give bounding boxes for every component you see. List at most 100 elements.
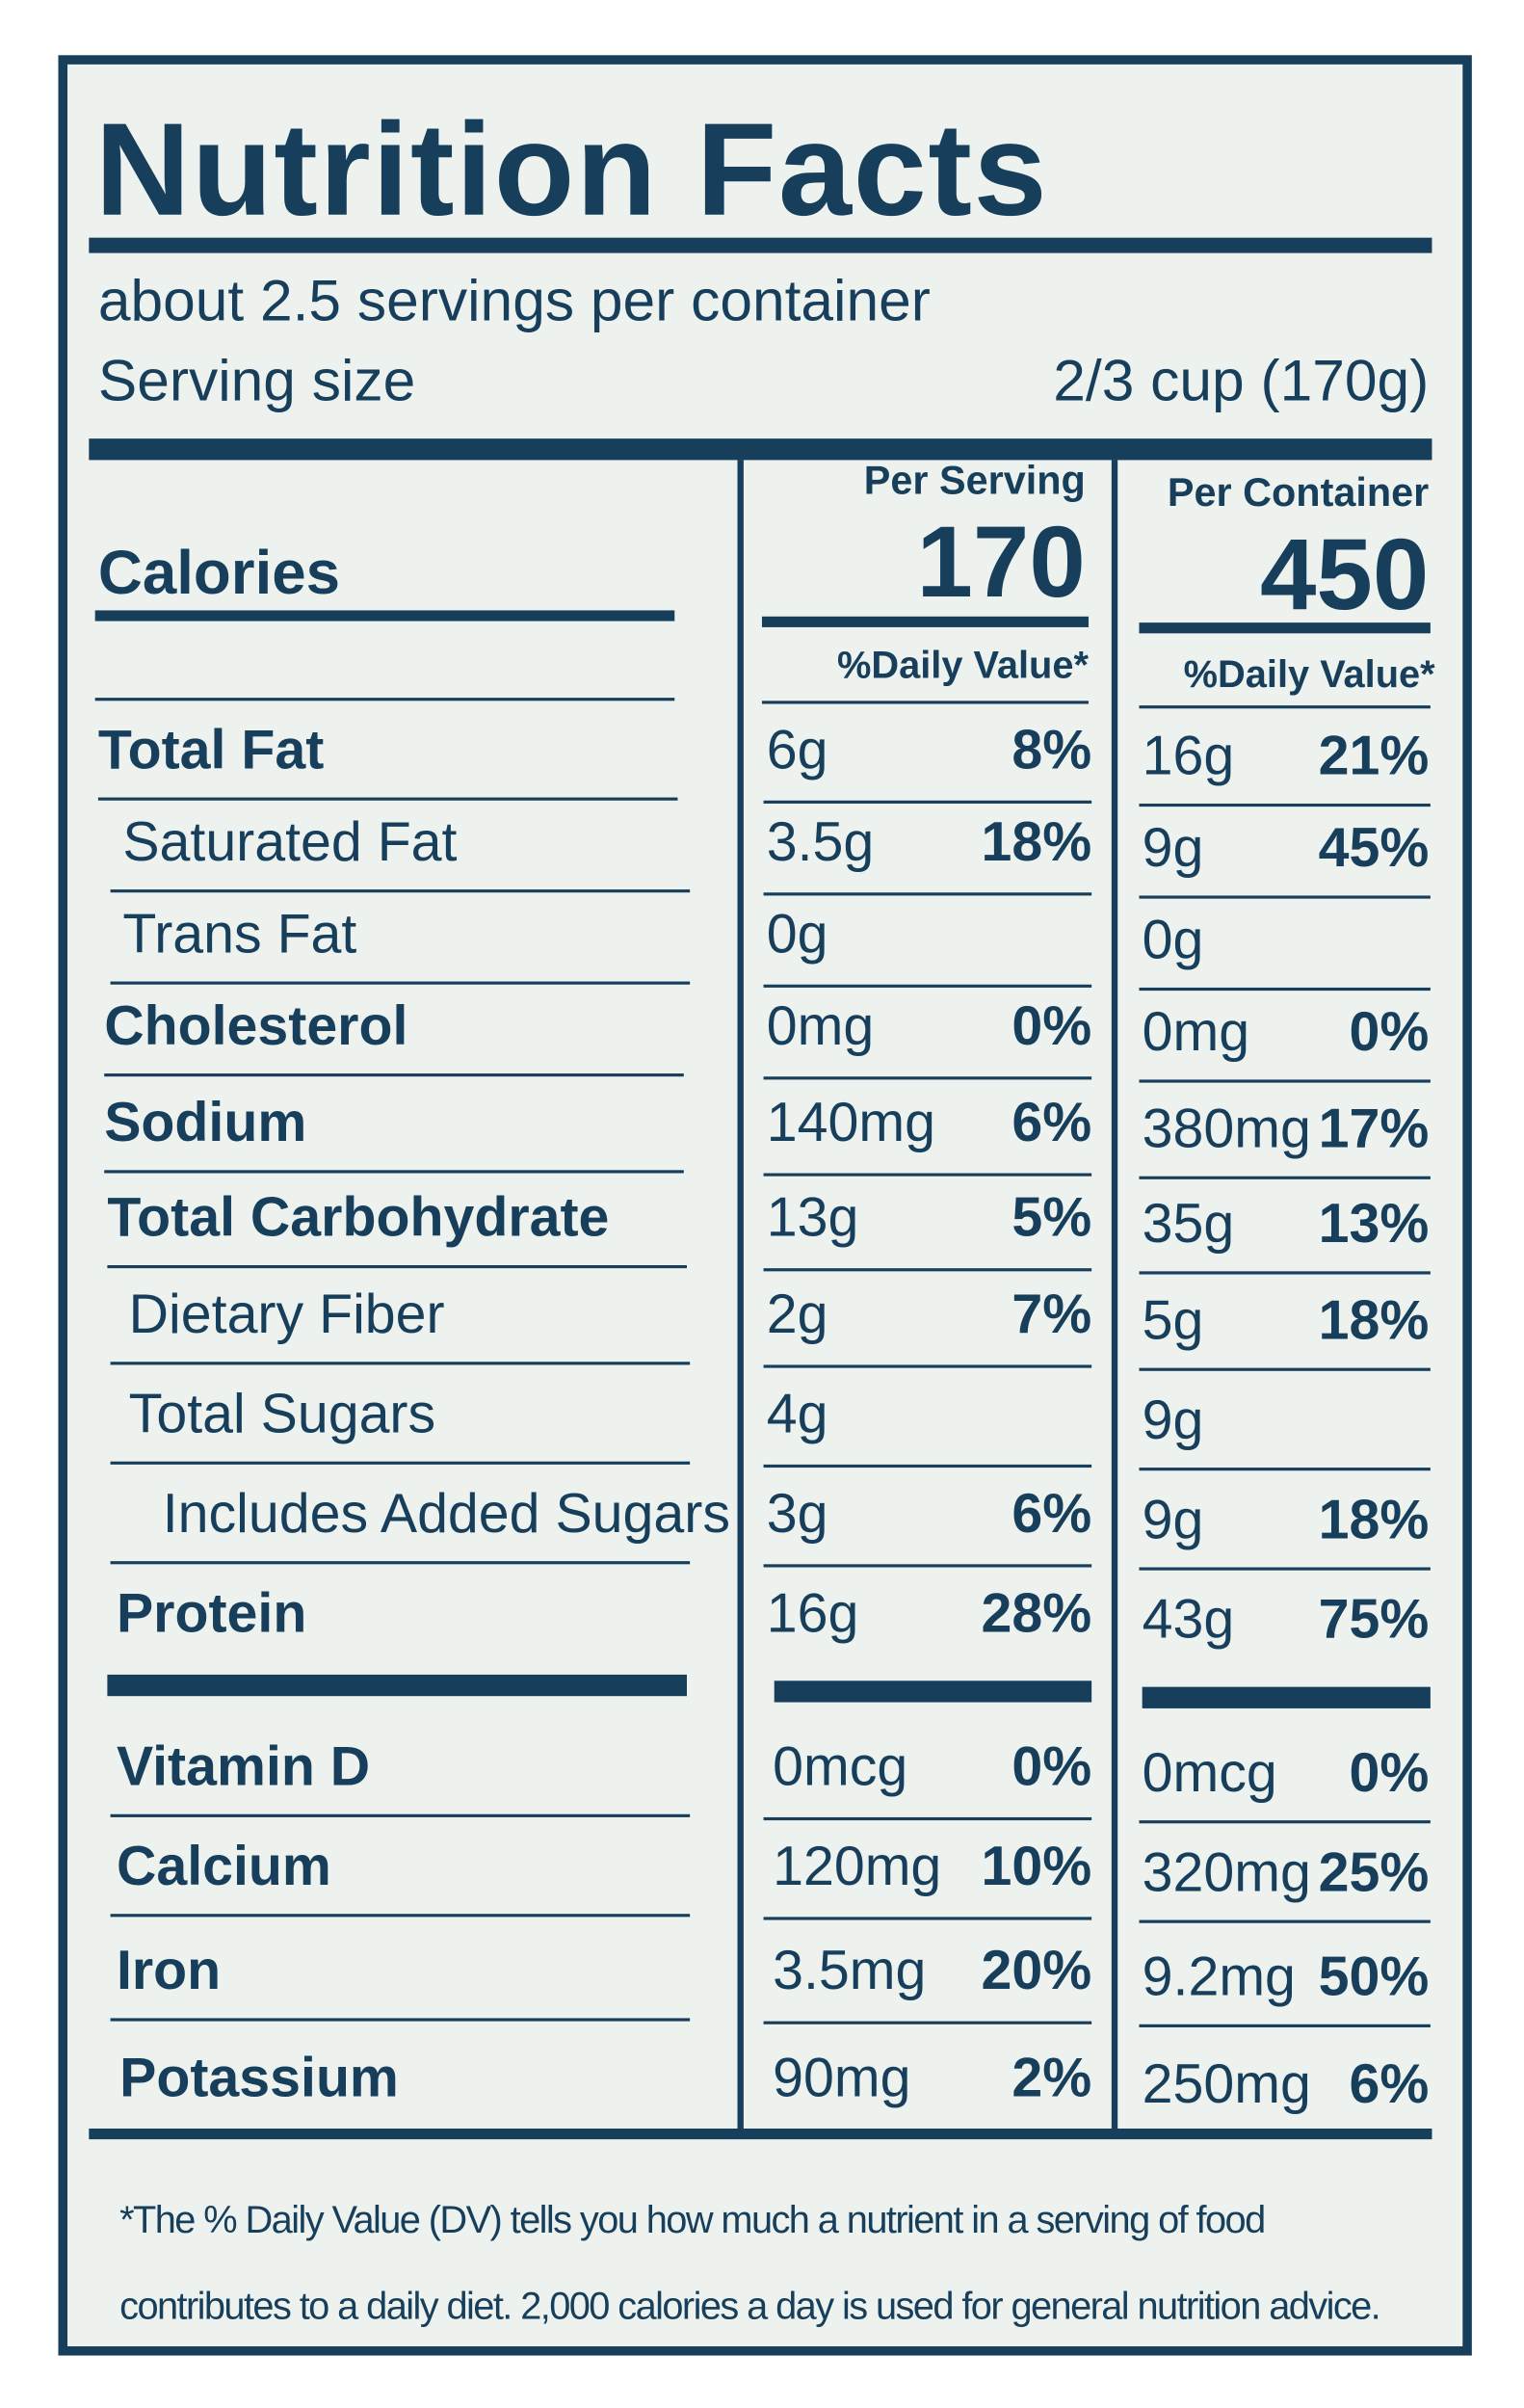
row-rule [763,1816,1092,1821]
row-rule [107,1264,687,1269]
container-dv: 0% [1349,1740,1430,1804]
container-amount: 9g [1142,815,1204,879]
container-amount: 0mcg [1142,1740,1277,1804]
row-rule [763,1917,1092,1920]
serving-amount: 90mg [773,2046,911,2109]
calories-rule [94,610,675,622]
row-rule [1139,987,1431,992]
serving-amount: 120mg [773,1834,942,1897]
thick-rule [89,438,1432,461]
calories-per-serving: 170 [916,504,1086,619]
nutrient-name: Vitamin D [116,1733,371,1798]
serving-dv: 0% [1012,1733,1092,1798]
nutrient-name: Includes Added Sugars [162,1481,730,1545]
thick-rule [774,1680,1092,1703]
container-amount: 250mg [1142,2051,1311,2115]
row-rule [110,889,691,893]
container-dv: 0% [1349,999,1430,1063]
container-amount: 9.2mg [1142,1945,1296,2008]
container-amount: 0mg [1142,999,1250,1063]
serving-amount: 0g [766,901,828,966]
nutrient-name: Potassium [119,2046,399,2109]
row-rule [94,698,675,701]
serving-dv: 5% [1012,1185,1092,1249]
serving-amount: 13g [766,1185,859,1249]
serving-size-label: Serving size [97,349,416,414]
nutrient-name: Calcium [116,1834,331,1897]
container-dv: 75% [1318,1587,1430,1651]
serving-dv: 8% [1012,717,1092,781]
serving-amount: 3.5g [766,809,875,873]
column-divider [737,460,744,2132]
row-rule [763,984,1092,988]
serving-amount: 0mg [766,993,875,1057]
row-rule [763,1564,1092,1568]
container-dv: 17% [1318,1096,1430,1160]
row-rule [763,1464,1092,1469]
nutrient-name: Total Carbohydrate [107,1185,610,1249]
serving-dv: 0% [1012,993,1092,1057]
row-rule [1139,803,1431,807]
row-rule [110,1461,691,1465]
nutrient-name: Sodium [104,1090,307,1153]
footnote: *The % Daily Value (DV) tells you how mu… [119,2199,1381,2328]
nutrient-name: Trans Fat [122,901,357,966]
nutrient-name: Saturated Fat [122,809,458,873]
row-rule [1139,1820,1431,1824]
dv-header: %Daily Value* [1183,652,1435,697]
row-rule [763,1173,1092,1177]
container-dv: 25% [1318,1839,1430,1904]
container-dv: 13% [1318,1191,1430,1255]
thick-rule [107,1674,687,1697]
row-rule [1139,705,1431,709]
container-amount: 320mg [1142,1839,1311,1904]
nutrient-name: Protein [116,1580,307,1645]
calories-per-container: 450 [1260,516,1430,631]
container-amount: 43g [1142,1587,1235,1651]
serving-amount: 3.5mg [773,1938,927,2001]
serving-amount: 140mg [766,1090,935,1153]
container-amount: 380mg [1142,1096,1311,1160]
serving-size-value: 2/3 cup (170g) [1053,349,1430,414]
calories-label: Calories [97,540,341,608]
nutrient-name: Total Fat [97,717,325,781]
serving-amount: 0mcg [773,1733,908,1798]
container-dv: 6% [1349,2051,1430,2115]
container-dv: 50% [1318,1945,1430,2008]
row-rule [110,1813,691,1817]
row-rule [1139,1567,1431,1571]
nutrient-name: Cholesterol [104,993,408,1057]
row-rule [104,1073,684,1077]
nutrient-name: Total Sugars [128,1381,436,1445]
nutrient-name: Iron [116,1938,222,2001]
row-rule [1139,1367,1431,1371]
container-amount: 16g [1142,724,1235,787]
container-amount: 5g [1142,1287,1204,1352]
container-amount: 35g [1142,1191,1235,1255]
title: Nutrition Facts [94,96,1049,245]
row-rule [1139,1176,1431,1179]
row-rule [763,1364,1092,1368]
row-rule [763,892,1092,896]
row-rule [110,1914,691,1918]
row-rule [110,1362,691,1365]
container-dv: 18% [1318,1487,1430,1551]
column-divider [1111,460,1118,2132]
per-serving-header: Per Serving [863,457,1086,504]
nutrient-name: Dietary Fiber [128,1282,445,1345]
row-rule [110,2018,691,2022]
row-rule [1139,1271,1431,1275]
serving-amount: 16g [766,1580,859,1645]
container-dv: 45% [1318,815,1430,879]
row-rule [763,1268,1092,1272]
serving-amount: 2g [766,1282,828,1345]
row-rule [763,1076,1092,1080]
serving-amount: 3g [766,1481,828,1545]
row-rule [763,2021,1092,2024]
nutrition-label [58,55,1472,2356]
serving-dv: 6% [1012,1481,1092,1545]
calories-rule [761,616,1089,627]
thick-rule [1142,1686,1431,1708]
